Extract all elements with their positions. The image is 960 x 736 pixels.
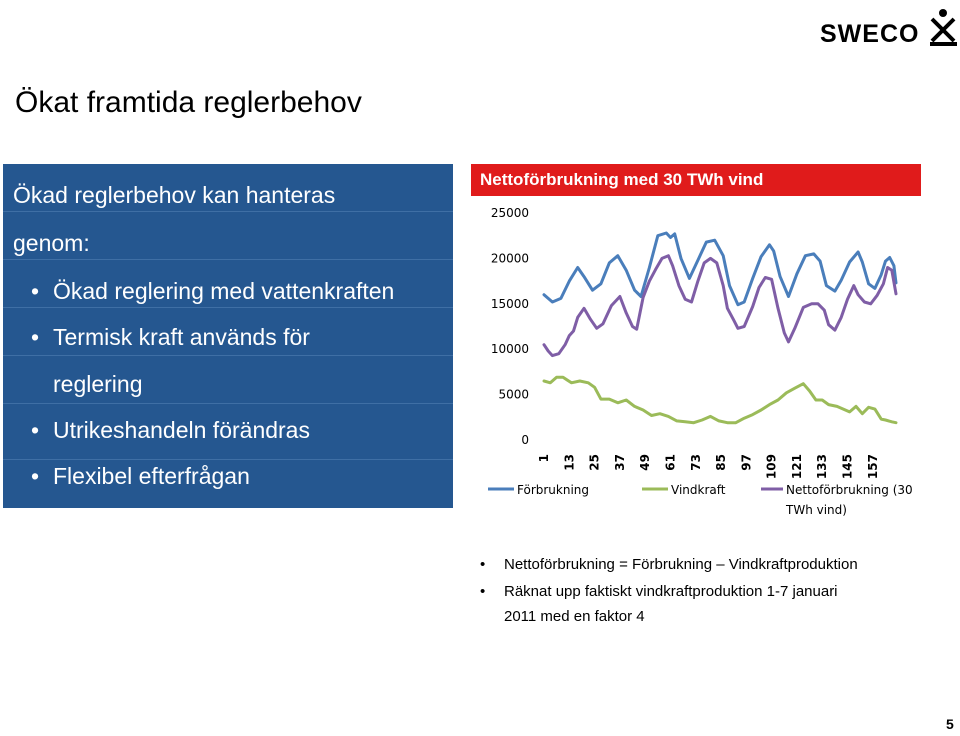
sweco-logo: SWECO	[820, 4, 960, 48]
bullet-marker: •	[480, 583, 486, 600]
panel-row-divider	[3, 403, 453, 404]
slide-title: Ökat framtida reglerbehov	[15, 86, 362, 119]
y-tick-label: 5000	[498, 388, 529, 402]
y-tick-label: 20000	[491, 251, 529, 265]
x-tick-label: 133	[815, 454, 829, 479]
x-tick-label: 61	[663, 454, 677, 471]
y-tick-label: 0	[521, 433, 529, 447]
legend-label: Nettoförbrukning (30	[786, 483, 913, 497]
x-tick-label: 13	[562, 454, 576, 471]
logo-text: SWECO	[820, 20, 919, 48]
series-line	[542, 254, 898, 358]
x-tick-label: 49	[638, 454, 652, 471]
bullet-marker: •	[31, 278, 40, 304]
bullet-marker: •	[31, 417, 40, 443]
regulation-options-panel: Ökad reglerbehov kan hanteras genom: • Ö…	[3, 164, 453, 508]
panel-row-divider	[3, 459, 453, 460]
y-tick-label: 15000	[491, 297, 529, 311]
bullet-text: Termisk kraft används för	[53, 324, 310, 350]
note-text: 2011 med en faktor 4	[504, 608, 645, 625]
x-tick-label: 109	[765, 454, 779, 479]
page-number: 5	[946, 716, 954, 732]
x-tick-label: 1	[537, 454, 551, 462]
x-tick-label: 157	[866, 454, 880, 479]
bullet-marker: •	[480, 556, 486, 573]
x-tick-label: 73	[689, 454, 703, 471]
bullet-marker: •	[31, 463, 40, 489]
y-tick-label: 25000	[491, 206, 529, 220]
x-tick-label: 121	[790, 454, 804, 479]
series-line	[542, 231, 898, 307]
panel-heading-line1: Ökad reglerbehov kan hanteras	[13, 182, 336, 208]
bullet-text: Flexibel efterfrågan	[53, 463, 250, 489]
bullet-text: reglering	[53, 371, 143, 397]
bullet-marker: •	[31, 324, 40, 350]
logo-mark-icon	[930, 9, 957, 46]
panel-row-divider	[3, 259, 453, 260]
chart-svg: 0 5000 10000 15000 20000 25000 1 13 25 37 49 61 73 85…	[488, 206, 913, 517]
net-consumption-chart: 0 5000 10000 15000 20000 25000 1 13 25 37 49 61 73 85…	[471, 196, 921, 526]
panel-heading-line2: genom:	[13, 230, 90, 256]
legend-label: TWh vind)	[785, 503, 847, 517]
panel-row-divider	[3, 211, 453, 212]
note-text: Nettoförbrukning = Förbrukning – Vindkra…	[504, 556, 858, 573]
panel-row-divider	[3, 307, 453, 308]
legend-label: Förbrukning	[517, 483, 589, 497]
series-line	[542, 375, 898, 425]
bullet-text: Ökad reglering med vattenkraften	[53, 278, 395, 304]
x-tick-label: 145	[841, 454, 855, 479]
bullet-text: Utrikeshandeln förändras	[53, 417, 310, 443]
chart-header: Nettoförbrukning med 30 TWh vind	[471, 164, 921, 196]
note-text: Räknat upp faktiskt vindkraftproduktion …	[504, 583, 838, 600]
x-tick-label: 97	[739, 454, 753, 471]
panel-row-divider	[3, 355, 453, 356]
x-tick-label: 37	[613, 454, 627, 471]
x-tick-label: 25	[588, 454, 602, 471]
legend-label: Vindkraft	[671, 483, 726, 497]
x-tick-label: 85	[714, 454, 728, 471]
y-tick-label: 10000	[491, 342, 529, 356]
